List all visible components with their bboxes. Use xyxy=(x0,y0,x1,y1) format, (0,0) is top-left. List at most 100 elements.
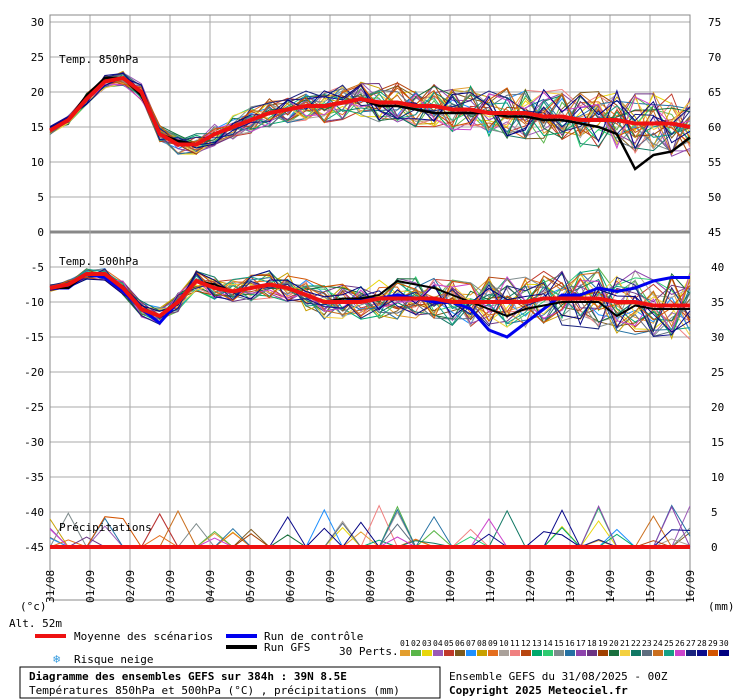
date-tick-label: 14/09 xyxy=(604,570,617,603)
pert-number: 13 xyxy=(532,639,542,648)
pert-number: 11 xyxy=(510,639,520,648)
pert-swatch xyxy=(444,650,454,656)
label-t850: Temp. 850hPa xyxy=(59,53,138,66)
pert-number: 23 xyxy=(642,639,652,648)
pert-swatch xyxy=(532,650,542,656)
pert-number: 19 xyxy=(598,639,608,648)
left-tick-label: 20 xyxy=(31,86,44,99)
pert-number: 22 xyxy=(631,639,641,648)
left-tick-label: 25 xyxy=(31,51,44,64)
right-tick-label: 70 xyxy=(708,51,721,64)
left-tick-label: -25 xyxy=(24,401,44,414)
pert-number: 21 xyxy=(620,639,630,648)
date-tick-label: 11/09 xyxy=(484,570,497,603)
right-tick-label: 30 xyxy=(711,331,724,344)
date-tick-label: 12/09 xyxy=(524,570,537,603)
pert-line-t500 xyxy=(49,268,691,333)
right-tick-label: 20 xyxy=(711,401,724,414)
pert-number: 24 xyxy=(653,639,663,648)
pert-number: 08 xyxy=(477,639,487,648)
right-tick-label: 0 xyxy=(711,541,718,554)
pert-number: 12 xyxy=(521,639,531,648)
pert-number: 27 xyxy=(686,639,696,648)
date-tick-label: 16/09 xyxy=(684,570,697,603)
left-unit: (°c) xyxy=(20,600,47,613)
pert-swatch xyxy=(510,650,520,656)
pert-swatch xyxy=(488,650,498,656)
pert-number: 10 xyxy=(499,639,509,648)
copyright: Copyright 2025 Meteociel.fr xyxy=(449,684,628,697)
date-tick-label: 04/09 xyxy=(204,570,217,603)
pert-number: 06 xyxy=(455,639,465,648)
right-tick-label: 75 xyxy=(708,16,721,29)
legend-mean-label: Moyenne des scénarios xyxy=(74,630,213,643)
pert-number: 15 xyxy=(554,639,564,648)
pert-number: 05 xyxy=(444,639,454,648)
mean-line-t500 xyxy=(49,272,690,319)
right-tick-label: 25 xyxy=(711,366,724,379)
snowflake-icon: ❄ xyxy=(53,652,60,666)
pert-number: 30 xyxy=(719,639,729,648)
right-tick-label: 40 xyxy=(711,261,724,274)
left-tick-label: 10 xyxy=(31,156,44,169)
date-tick-label: 15/09 xyxy=(644,570,657,603)
date-tick-label: 31/08 xyxy=(44,570,57,603)
pert-swatch xyxy=(620,650,630,656)
pert-number: 25 xyxy=(664,639,674,648)
pert-number: 07 xyxy=(466,639,476,648)
pert-swatch xyxy=(686,650,696,656)
pert-number: 18 xyxy=(587,639,597,648)
pert-swatch xyxy=(609,650,619,656)
left-tick-label: -15 xyxy=(24,331,44,344)
pert-swatch xyxy=(598,650,608,656)
date-tick-label: 10/09 xyxy=(444,570,457,603)
pert-line-t850 xyxy=(49,73,691,154)
altitude-label: Alt. 52m xyxy=(9,617,62,630)
pert-number: 01 xyxy=(400,639,410,648)
chart-title: Diagramme des ensembles GEFS sur 384h : … xyxy=(29,670,347,683)
pert-swatch xyxy=(400,650,410,656)
left-tick-label: 30 xyxy=(31,16,44,29)
pert-swatch xyxy=(499,650,509,656)
pert-swatch xyxy=(719,650,729,656)
axis-ticks: 302520151050-5-10-15-20-25-30-35-40-4575… xyxy=(24,16,724,603)
date-tick-label: 13/09 xyxy=(564,570,577,603)
main-series-lines xyxy=(49,75,691,549)
right-tick-label: 55 xyxy=(708,156,721,169)
pert-number: 03 xyxy=(422,639,432,648)
mean-line-t850 xyxy=(49,75,691,147)
date-tick-label: 09/09 xyxy=(404,570,417,603)
right-unit: (mm) xyxy=(708,600,735,613)
pert-swatch xyxy=(521,650,531,656)
date-tick-label: 05/09 xyxy=(244,570,257,603)
pert-swatch xyxy=(642,650,652,656)
pert-swatch xyxy=(554,650,564,656)
chart-subtitle: Températures 850hPa et 500hPa (°C) , pré… xyxy=(29,684,400,697)
date-tick-label: 01/09 xyxy=(84,570,97,603)
label-precip: Précipitations xyxy=(59,521,152,534)
left-tick-label: 5 xyxy=(37,191,44,204)
pert-swatch xyxy=(664,650,674,656)
left-tick-label: -5 xyxy=(31,261,44,274)
left-tick-label: -20 xyxy=(24,366,44,379)
legend-perts-label: 30 Perts. xyxy=(339,645,399,658)
left-tick-label: -40 xyxy=(24,506,44,519)
right-tick-label: 60 xyxy=(708,121,721,134)
pert-swatch xyxy=(708,650,718,656)
pert-swatch xyxy=(576,650,586,656)
left-tick-label: -45 xyxy=(24,541,44,554)
date-tick-label: 03/09 xyxy=(164,570,177,603)
left-tick-label: -30 xyxy=(24,436,44,449)
date-tick-label: 07/09 xyxy=(324,570,337,603)
pert-line-t850 xyxy=(49,79,691,144)
left-tick-label: -10 xyxy=(24,296,44,309)
right-tick-label: 50 xyxy=(708,191,721,204)
pert-number: 09 xyxy=(488,639,498,648)
left-tick-label: 0 xyxy=(37,226,44,239)
title-box xyxy=(19,666,441,699)
pert-number: 29 xyxy=(708,639,718,648)
pert-number: 26 xyxy=(675,639,685,648)
pert-number: 02 xyxy=(411,639,421,648)
legend-control-label: Run de contrôle xyxy=(264,630,363,643)
